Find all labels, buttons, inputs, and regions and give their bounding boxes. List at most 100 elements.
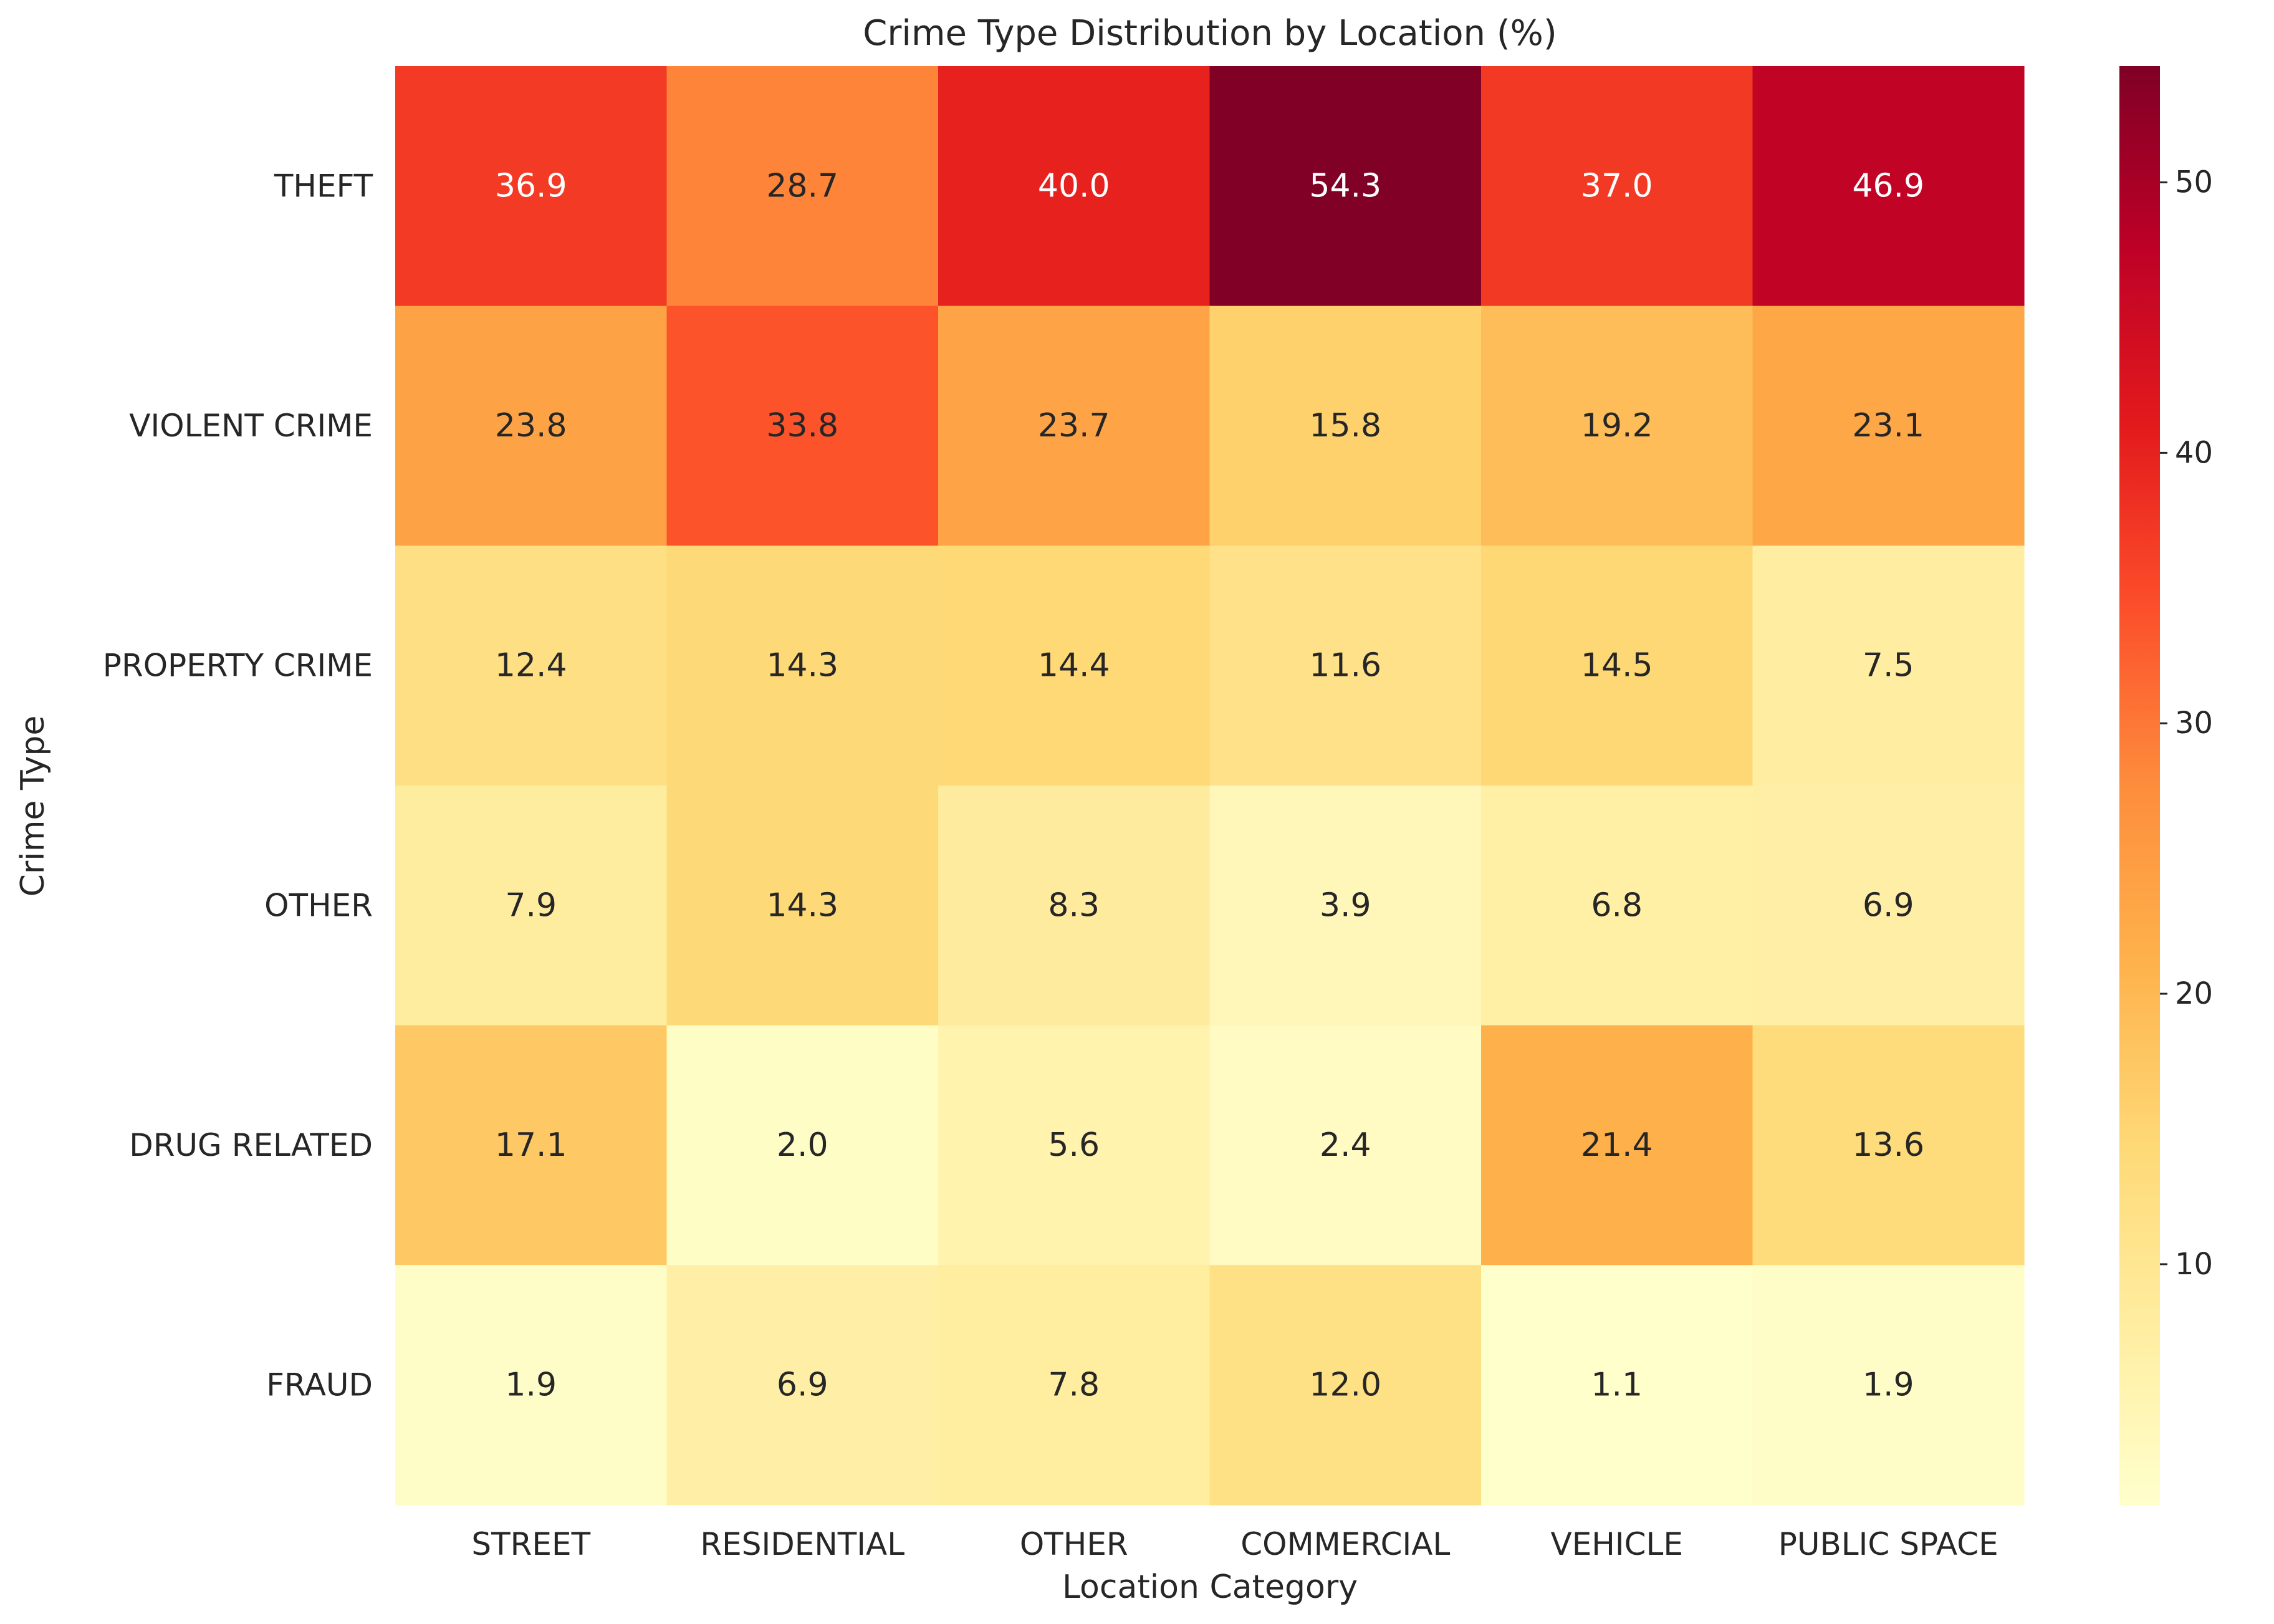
heatmap-cell [1481,545,1753,786]
heatmap-cell [1752,66,2025,307]
heatmap-cell [666,1265,939,1506]
cell-value-label: 7.9 [505,886,557,924]
heatmap-cell [1209,1265,1482,1506]
heatmap-cell [1481,305,1753,546]
heatmap-cell [1752,786,2025,1026]
y-tick-label: FRAUD [266,1367,373,1403]
colorbar-tick-label: 20 [2175,976,2213,1011]
heatmap-cell [1481,66,1753,307]
heatmap-cell [938,1265,1211,1506]
cell-value-label: 19.2 [1581,407,1653,444]
cell-value-labels: 36.9 28.7 40.0 54.3 37.0 46.9 23.8 33.8 23.7 15.8… [495,167,1924,1403]
x-tick-label: OTHER [1020,1526,1128,1562]
y-tick-label: THEFT [274,168,373,204]
cell-value-label: 54.3 [1309,167,1381,204]
y-tick-label: DRUG RELATED [129,1127,373,1163]
cell-value-label: 11.6 [1309,647,1381,685]
heatmap-cell [1209,66,1482,307]
cell-value-label: 3.9 [1320,886,1371,924]
cell-value-label: 7.8 [1048,1367,1100,1404]
cell-value-label: 13.6 [1852,1127,1924,1164]
cell-value-label: 46.9 [1852,167,1924,204]
cell-value-label: 2.4 [1320,1127,1371,1164]
cell-value-label: 7.5 [1863,647,1914,685]
colorbar-tick-label: 30 [2175,706,2213,741]
cell-value-label: 14.4 [1038,647,1110,685]
chart-title: Crime Type Distribution by Location (%) [863,13,1557,54]
cell-value-label: 40.0 [1038,167,1110,204]
heatmap-cell [1481,1025,1753,1266]
cell-value-label: 14.3 [766,647,838,685]
cell-value-label: 33.8 [766,407,838,444]
cell-value-label: 2.0 [777,1127,828,1164]
heatmap-cell [395,1025,668,1266]
colorbar-tick-label: 40 [2175,435,2213,470]
cell-value-label: 28.7 [766,167,838,204]
heatmap-cell [666,786,939,1026]
cell-value-label: 37.0 [1581,167,1653,204]
colorbar-gradient [2119,66,2160,1505]
heatmap-cell [938,66,1211,307]
heatmap-cell [1209,545,1482,786]
cell-value-label: 12.4 [495,647,567,685]
cell-value-label: 23.1 [1852,407,1924,444]
heatmap-cell [666,66,939,307]
heatmap-cell [1209,305,1482,546]
cell-value-label: 6.9 [1863,886,1914,924]
cell-value-label: 1.9 [1863,1367,1914,1404]
heatmap-cell [395,305,668,546]
x-tick-label: PUBLIC SPACE [1778,1526,1998,1562]
cell-value-label: 15.8 [1309,407,1381,444]
heatmap-cell [395,66,668,307]
heatmap-cell [1752,1265,2025,1506]
colorbar-ticks: 10 20 30 40 50 [2160,165,2213,1282]
heatmap-cell [938,786,1211,1026]
y-tick-label: VIOLENT CRIME [129,408,373,444]
heatmap-cell [395,545,668,786]
cell-value-label: 21.4 [1581,1127,1653,1164]
cell-value-label: 14.3 [766,886,838,924]
heatmap-cell [1752,545,2025,786]
x-axis-label: Location Category [1062,1569,1358,1606]
cell-value-label: 8.3 [1048,886,1100,924]
heatmap-cell [395,1265,668,1506]
cell-value-label: 1.1 [1591,1367,1643,1404]
heatmap-cell [938,1025,1211,1266]
heatmap-cell [395,786,668,1026]
colorbar-tick-label: 10 [2175,1247,2213,1282]
x-tick-label: VEHICLE [1551,1526,1684,1562]
heatmap-cell [1481,786,1753,1026]
heatmap-cells [395,66,2025,1506]
x-tick-label: COMMERCIAL [1240,1526,1450,1562]
cell-value-label: 23.7 [1038,407,1110,444]
heatmap-cell [666,1025,939,1266]
y-tick-label: PROPERTY CRIME [103,648,373,684]
colorbar: 10 20 30 40 50 [2119,66,2213,1505]
colorbar-tick-label: 50 [2175,165,2213,200]
heatmap-cell [1752,305,2025,546]
cell-value-label: 6.9 [777,1367,828,1404]
cell-value-label: 5.6 [1048,1127,1100,1164]
cell-value-label: 17.1 [495,1127,567,1164]
cell-value-label: 14.5 [1581,647,1653,685]
y-tick-label: OTHER [264,887,373,923]
cell-value-label: 36.9 [495,167,567,204]
cell-value-label: 1.9 [505,1367,557,1404]
y-axis-label: Crime Type [14,716,52,897]
cell-value-label: 6.8 [1591,886,1643,924]
x-tick-labels: STREET RESIDENTIAL OTHER COMMERCIAL VEHICLE P… [471,1526,1998,1562]
cell-value-label: 23.8 [495,407,567,444]
heatmap-cell [938,545,1211,786]
heatmap-cell [1481,1265,1753,1506]
heatmap-cell [1752,1025,2025,1266]
cell-value-label: 12.0 [1309,1367,1381,1404]
heatmap-cell [1209,786,1482,1026]
y-tick-labels: THEFT VIOLENT CRIME PROPERTY CRIME OTHER DRU… [103,168,373,1403]
heatmap-cell [666,545,939,786]
heatmap-cell [938,305,1211,546]
heatmap-cell [1209,1025,1482,1266]
heatmap-cell [666,305,939,546]
x-tick-label: RESIDENTIAL [700,1526,904,1562]
x-tick-label: STREET [471,1526,590,1562]
